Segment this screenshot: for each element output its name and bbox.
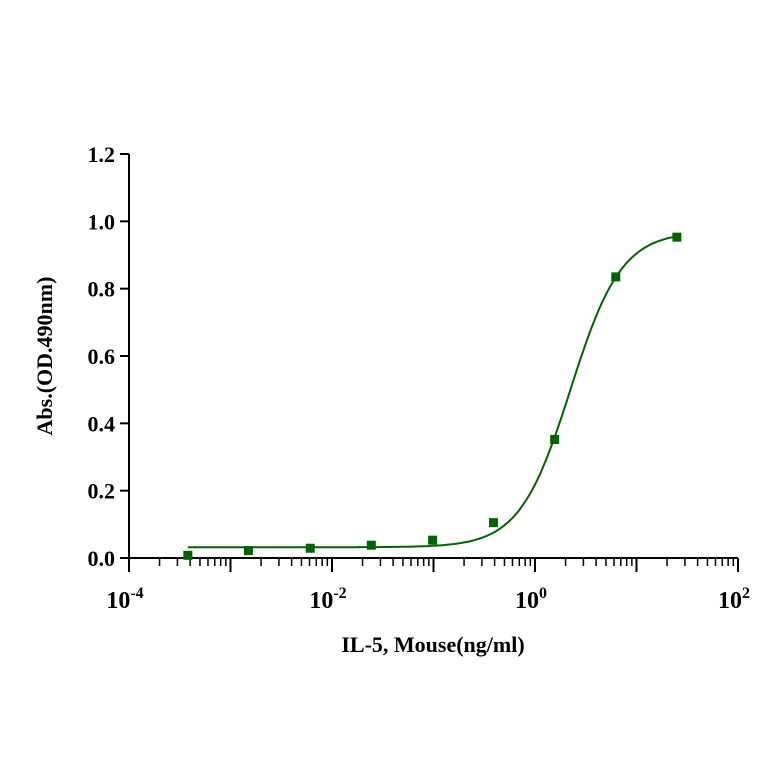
x-axis-label: IL-5, Mouse(ng/ml) — [341, 632, 524, 657]
data-point — [550, 434, 560, 444]
fit-curve — [187, 235, 678, 549]
y-tick-label: 0.2 — [88, 479, 116, 504]
y-tick-label: 0.6 — [88, 344, 116, 369]
data-point — [488, 518, 498, 528]
data-point — [672, 232, 682, 242]
data-point — [183, 550, 193, 560]
y-axis-label: Abs.(OD.490nm) — [32, 277, 57, 436]
x-tick-label: 10-4 — [106, 585, 143, 614]
data-point — [428, 535, 438, 545]
x-tick-label: 10-2 — [309, 585, 346, 614]
y-tick-label: 1.0 — [88, 209, 116, 234]
data-point — [243, 546, 253, 556]
y-tick-label: 1.2 — [88, 142, 116, 167]
x-tick-label: 100 — [515, 585, 547, 614]
axes: 0.0 0.2 0.4 0.6 0.8 1.0 1.2 10-4 10-2 100 102 — [88, 142, 751, 614]
data-point — [611, 272, 621, 282]
data-point — [366, 540, 376, 550]
y-tick-label: 0.8 — [88, 277, 116, 302]
data-point — [305, 543, 315, 553]
y-tick-label: 0.4 — [88, 411, 116, 436]
data-points — [183, 232, 682, 560]
x-tick-label: 102 — [718, 585, 750, 614]
y-tick-label: 0.0 — [88, 546, 116, 571]
